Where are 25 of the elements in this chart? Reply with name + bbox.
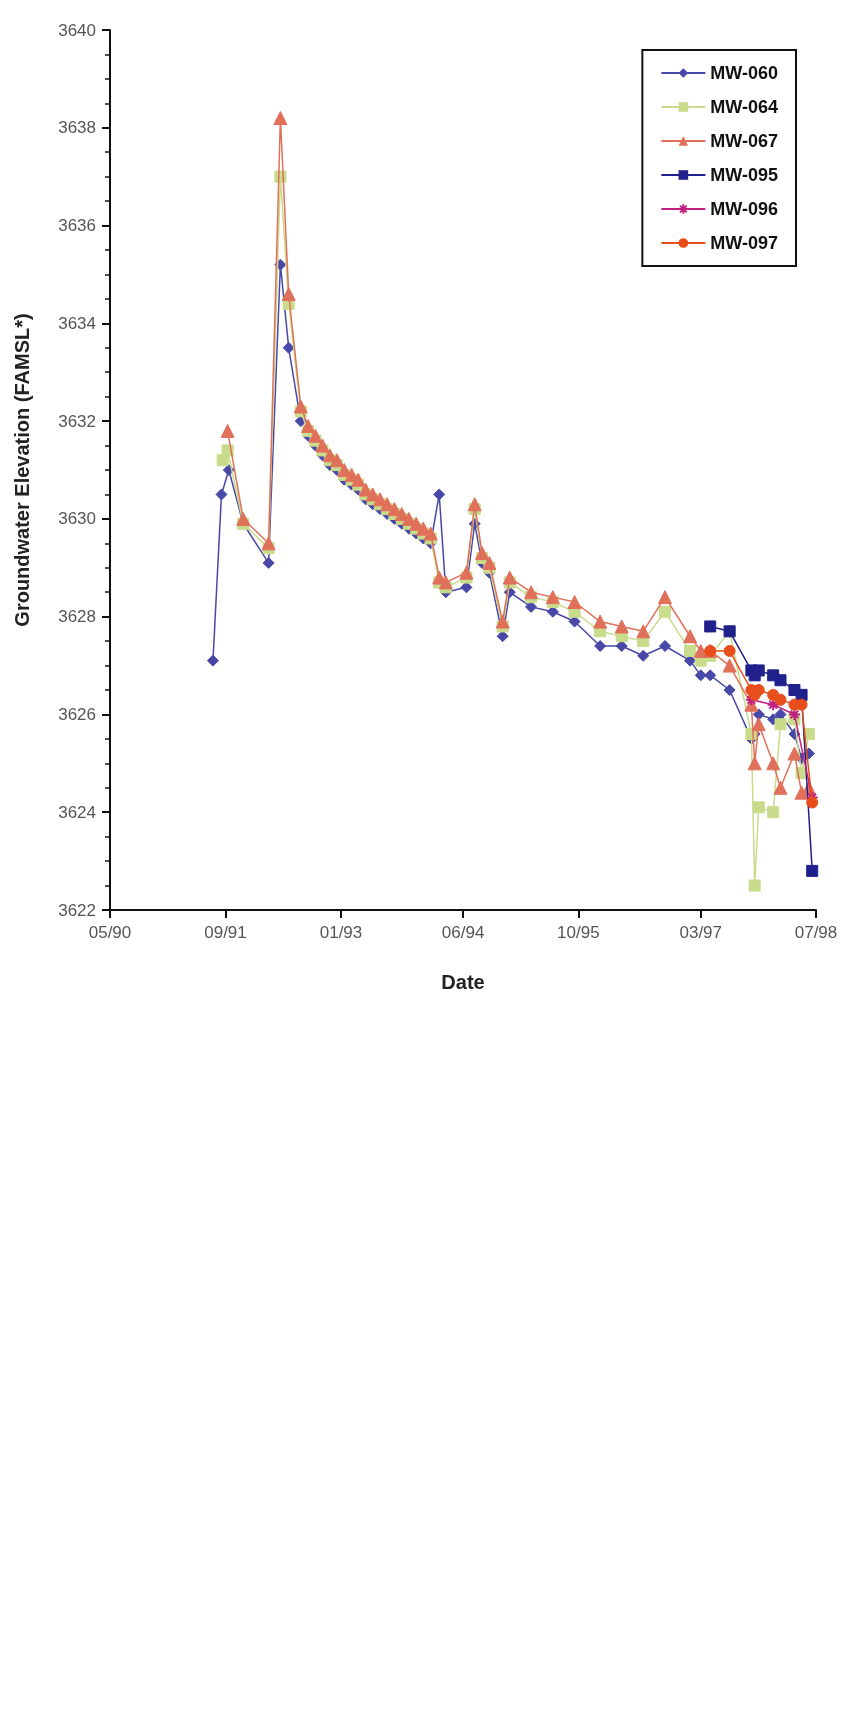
y-tick-label: 3630 [58,509,96,529]
y-tick-label: 3622 [58,900,96,920]
x-tick-label: 07/98 [794,923,838,942]
legend-label: MW-097 [710,233,779,253]
x-tick-label: 03/97 [679,923,723,942]
legend-label: MW-060 [710,63,779,83]
y-tick-label: 3634 [58,313,96,333]
x-axis-title: Date [441,971,485,993]
legend-label: MW-067 [710,131,779,151]
legend-label: MW-096 [710,199,779,219]
x-tick-label: 09/91 [204,923,247,942]
x-tick-label: 01/93 [319,923,363,942]
legend-label: MW-064 [710,97,779,117]
y-tick-label: 3632 [58,411,96,431]
y-axis-title: Groundwater Elevation (FAMSL*) [11,313,33,627]
y-tick-label: 3638 [58,118,96,138]
x-tick-label: 05/90 [88,923,132,942]
y-tick-label: 3624 [58,802,96,822]
x-tick-label: 06/94 [441,923,485,942]
y-tick-label: 3628 [58,607,96,627]
y-tick-label: 3640 [58,20,96,40]
y-tick-label: 3636 [58,216,96,236]
x-tick-label: 10/95 [557,923,600,942]
legend-label: MW-095 [710,165,779,185]
y-tick-label: 3626 [58,704,96,724]
